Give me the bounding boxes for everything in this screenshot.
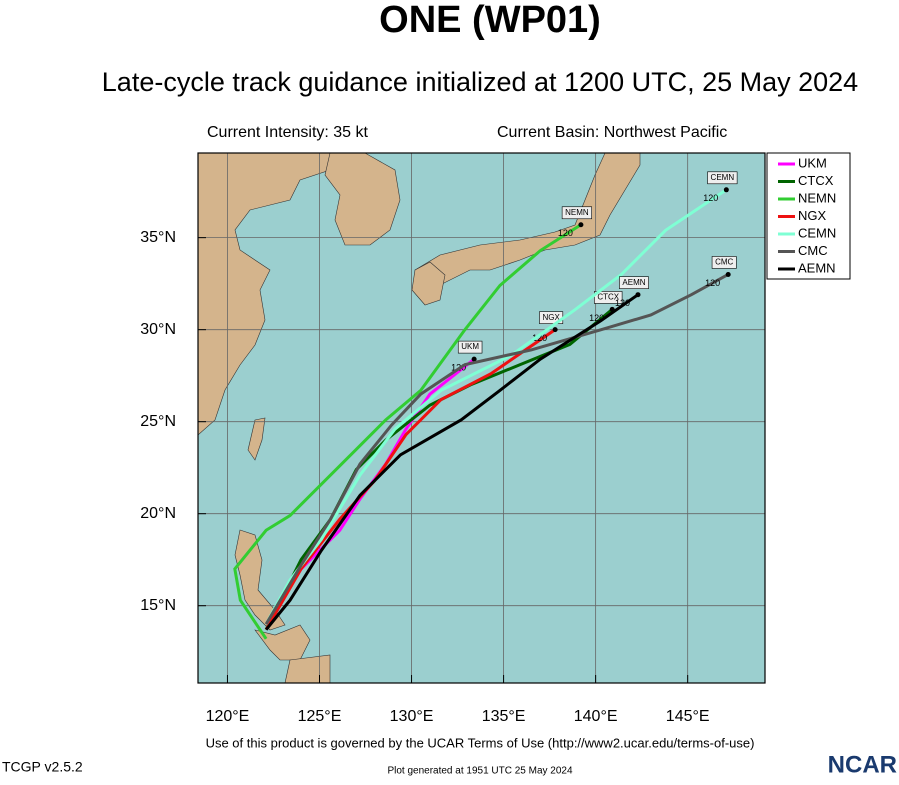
subtitle: Late-cycle track guidance initialized at… bbox=[102, 67, 858, 97]
end-hour: 120 bbox=[558, 228, 573, 238]
track-end bbox=[725, 271, 731, 277]
track bbox=[264, 328, 556, 631]
end-name-box bbox=[561, 206, 592, 220]
basin-note: Current Basin: Northwest Pacific bbox=[497, 124, 727, 141]
end-hour: 120 bbox=[532, 333, 547, 343]
grid bbox=[198, 153, 765, 683]
end-hour: 120 bbox=[703, 193, 718, 203]
y-tick-label: 20°N bbox=[140, 505, 176, 522]
track-end bbox=[471, 356, 477, 362]
legend: UKM CTCX NEMN NGX CEMN CMC AEMN bbox=[766, 152, 851, 280]
map: 120UKM120CTCX120NEMN120NGX120CEMN120CMC1… bbox=[197, 152, 766, 684]
terms: Use of this product is governed by the U… bbox=[206, 735, 755, 750]
x-tick-label: 145°E bbox=[666, 708, 710, 725]
generated: Plot generated at 1951 UTC 25 May 2024 bbox=[387, 766, 573, 777]
version: TCGP v2.5.2 bbox=[2, 759, 83, 775]
end-hour: 120 bbox=[615, 298, 630, 308]
track bbox=[264, 188, 728, 625]
end-hour: 120 bbox=[705, 278, 720, 288]
title: ONE (WP01) bbox=[379, 0, 601, 41]
end-name-box bbox=[707, 171, 738, 185]
x-tick-label: 120°E bbox=[206, 708, 250, 725]
x-tick-label: 125°E bbox=[298, 708, 342, 725]
track-end bbox=[635, 292, 641, 298]
end-name: UKM bbox=[461, 342, 479, 351]
end-name-box bbox=[457, 340, 483, 354]
land bbox=[197, 152, 641, 684]
map-frame bbox=[197, 152, 766, 684]
logo: NCAR bbox=[828, 751, 897, 778]
end-name: NEMN bbox=[565, 208, 589, 217]
y-tick-label: 25°N bbox=[140, 413, 176, 430]
legend-label: AEMN bbox=[798, 260, 836, 275]
y-tick-label: 15°N bbox=[140, 597, 176, 614]
end-name: AEMN bbox=[622, 278, 645, 287]
end-name: CEMN bbox=[711, 173, 735, 182]
end-name-box bbox=[619, 276, 649, 290]
end-name: NGX bbox=[542, 313, 560, 322]
legend-label: CEMN bbox=[798, 225, 836, 240]
track bbox=[233, 223, 582, 640]
end-hour: 120 bbox=[589, 313, 604, 323]
track-end bbox=[552, 327, 558, 333]
legend-label: CTCX bbox=[798, 173, 834, 188]
x-tick-label: 135°E bbox=[482, 708, 526, 725]
ocean bbox=[198, 153, 765, 683]
legend-label: CMC bbox=[798, 243, 828, 258]
y-tick-label: 30°N bbox=[140, 321, 176, 338]
track bbox=[264, 273, 729, 625]
tracks: 120UKM120CTCX120NEMN120NGX120CEMN120CMC1… bbox=[233, 171, 738, 640]
y-tick-label: 35°N bbox=[140, 229, 176, 246]
legend-label: NEMN bbox=[798, 190, 836, 205]
legend-label: NGX bbox=[798, 208, 827, 223]
end-name: CTCX bbox=[597, 293, 619, 302]
x-tick-label: 140°E bbox=[574, 708, 618, 725]
track-end bbox=[578, 222, 584, 228]
x-tick-label: 130°E bbox=[390, 708, 434, 725]
end-name: CMC bbox=[715, 258, 733, 267]
legend-label: UKM bbox=[798, 155, 827, 170]
track bbox=[264, 293, 639, 631]
end-name-box bbox=[594, 291, 623, 304]
intensity-note: Current Intensity: 35 kt bbox=[207, 124, 369, 141]
track-end bbox=[723, 187, 729, 193]
end-name-box bbox=[711, 256, 737, 269]
